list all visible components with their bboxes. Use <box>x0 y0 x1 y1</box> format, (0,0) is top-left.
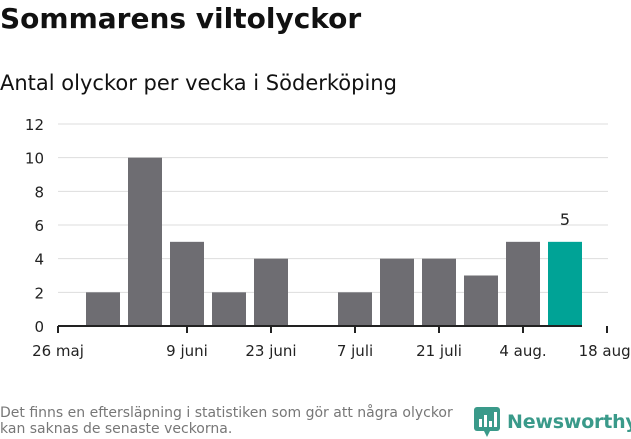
bar <box>338 292 372 326</box>
bar <box>128 157 162 326</box>
bar <box>212 292 246 326</box>
y-tick-label: 10 <box>25 150 44 168</box>
y-tick-label: 6 <box>34 217 44 235</box>
bar <box>86 292 120 326</box>
y-tick-label: 12 <box>25 116 44 134</box>
bar <box>254 258 288 326</box>
y-tick-label: 0 <box>34 318 44 336</box>
bar <box>422 258 456 326</box>
bar <box>380 258 414 326</box>
x-tick-label: 7 juli <box>337 342 373 360</box>
footnote: Det finns en eftersläpning i statistiken… <box>0 405 453 437</box>
bar <box>464 275 498 326</box>
brand-name: Newsworthy <box>507 411 631 433</box>
bar-highlight <box>548 241 582 326</box>
data-labels: 5 <box>560 210 570 229</box>
x-tick-label: 23 juni <box>245 342 296 360</box>
x-tick-label: 18 aug. <box>579 342 631 360</box>
brand-logo: Newsworthy <box>474 407 631 437</box>
y-tick-label: 4 <box>34 251 44 269</box>
x-axis: 26 maj 9 juni 23 juni 7 juli 21 juli 4 aug. 18… <box>32 325 631 360</box>
newsworthy-logo-icon <box>474 407 500 437</box>
y-tick-label: 2 <box>34 284 44 302</box>
y-axis-ticks: 0 2 4 6 8 10 12 <box>25 116 44 336</box>
x-tick-label: 9 juni <box>166 342 208 360</box>
highlight-value-label: 5 <box>560 210 570 229</box>
x-tick-label: 26 maj <box>32 342 84 360</box>
chart-title: Sommarens viltolyckor <box>0 2 362 35</box>
bar <box>170 241 204 326</box>
chart-subtitle: Antal olyckor per vecka i Söderköping <box>0 71 397 95</box>
bar <box>506 241 540 326</box>
x-tick-label: 21 juli <box>416 342 462 360</box>
y-tick-label: 8 <box>34 183 44 201</box>
bars <box>86 157 582 326</box>
x-tick-label: 4 aug. <box>499 342 546 360</box>
